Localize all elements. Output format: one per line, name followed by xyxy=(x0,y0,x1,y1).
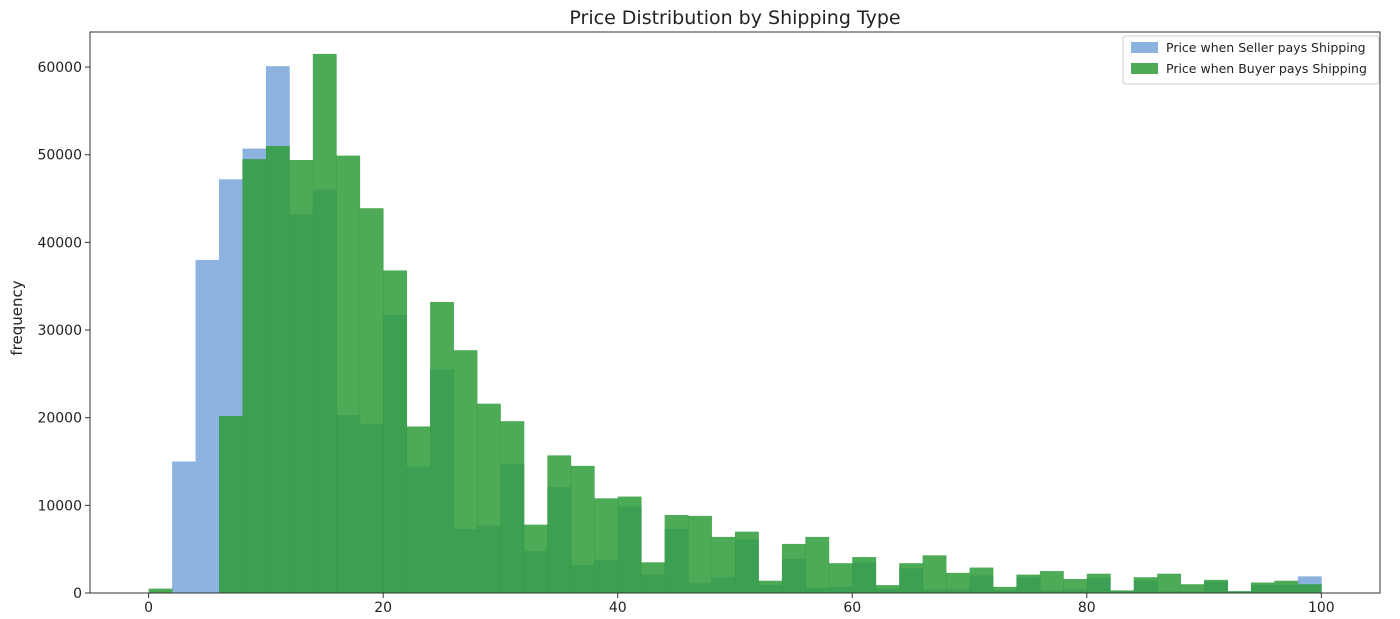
histogram-bar xyxy=(265,145,290,593)
histogram-bar xyxy=(1204,579,1228,593)
series-buyer-bars xyxy=(148,53,1322,594)
histogram-bar xyxy=(148,588,173,593)
histogram-bar xyxy=(453,350,478,593)
histogram-bar xyxy=(899,563,924,593)
y-axis-label: frequency xyxy=(8,280,26,355)
y-tick-label: 0 xyxy=(73,586,82,602)
histogram-bar xyxy=(430,301,454,593)
histogram-bar xyxy=(1251,582,1275,593)
histogram-bar xyxy=(1039,571,1064,593)
legend-label-buyer: Price when Buyer pays Shipping xyxy=(1166,61,1367,76)
histogram-bar xyxy=(1297,584,1322,593)
legend-box xyxy=(1122,35,1380,85)
histogram-bar xyxy=(852,557,877,593)
histogram-bar xyxy=(1227,591,1252,593)
histogram-bar xyxy=(406,426,431,593)
histogram-bar xyxy=(195,259,220,593)
histogram-bar xyxy=(758,580,783,593)
histogram-bar xyxy=(828,563,853,593)
histogram-bar xyxy=(219,415,243,593)
histogram-bar xyxy=(1274,580,1299,593)
histogram-bar xyxy=(875,585,900,593)
y-tick-label: 50000 xyxy=(37,148,82,164)
x-tick-label: 60 xyxy=(843,600,861,615)
y-tick-label: 30000 xyxy=(37,323,82,339)
histogram-bar xyxy=(922,555,947,593)
y-tick-label: 10000 xyxy=(37,498,82,514)
plot-frame xyxy=(89,31,1381,594)
histogram-bar xyxy=(1133,577,1158,593)
histogram-bar xyxy=(359,208,384,593)
x-tick-label: 80 xyxy=(1078,600,1096,615)
histogram-bar xyxy=(383,270,408,593)
histogram-bar xyxy=(1016,574,1041,593)
legend: Price when Seller pays Shipping Price wh… xyxy=(1122,35,1380,85)
x-tick-label: 40 xyxy=(609,600,627,615)
histogram-bar xyxy=(688,515,712,593)
histogram-bar xyxy=(805,536,830,593)
y-tick-label: 20000 xyxy=(37,411,82,427)
histogram-bar xyxy=(477,403,501,593)
x-tick-label: 20 xyxy=(374,600,392,615)
histogram-bar xyxy=(617,496,642,593)
histogram-bar xyxy=(523,524,548,593)
histogram-bar xyxy=(336,155,361,593)
histogram-bar xyxy=(500,421,525,593)
histogram-bar xyxy=(1063,578,1088,593)
x-tick-label: 0 xyxy=(144,600,153,615)
axes: 0 20 40 60 80 100 0 10000 20000 30000 40000 50000 60… xyxy=(37,31,1381,616)
histogram-bar xyxy=(594,498,619,593)
y-tick-label: 40000 xyxy=(37,235,82,251)
histogram-bar xyxy=(570,465,595,593)
y-tick-label: 60000 xyxy=(37,60,82,76)
histogram-bar xyxy=(289,159,314,594)
legend-swatch-seller xyxy=(1131,42,1158,53)
histogram-bar xyxy=(711,536,736,593)
histogram-bar xyxy=(664,514,689,593)
histogram-bar xyxy=(735,531,759,593)
histogram-bar xyxy=(1086,573,1111,593)
histogram-bar xyxy=(312,53,337,594)
histogram-bar xyxy=(1110,590,1135,593)
histogram-bar xyxy=(641,562,666,593)
histogram-bar xyxy=(1157,573,1182,593)
histogram-bar xyxy=(1180,584,1205,593)
legend-label-seller: Price when Seller pays Shipping xyxy=(1166,40,1366,55)
histogram-bar xyxy=(172,461,196,593)
histogram-bar xyxy=(242,159,267,593)
histogram-bar xyxy=(946,572,970,593)
histogram-bar xyxy=(969,567,994,593)
chart-title: Price Distribution by Shipping Type xyxy=(569,7,900,29)
histogram-bar xyxy=(547,455,572,593)
x-tick-label: 100 xyxy=(1308,600,1335,615)
histogram-bar xyxy=(993,586,1017,593)
legend-swatch-buyer xyxy=(1131,63,1158,74)
histogram-bar xyxy=(781,543,806,593)
